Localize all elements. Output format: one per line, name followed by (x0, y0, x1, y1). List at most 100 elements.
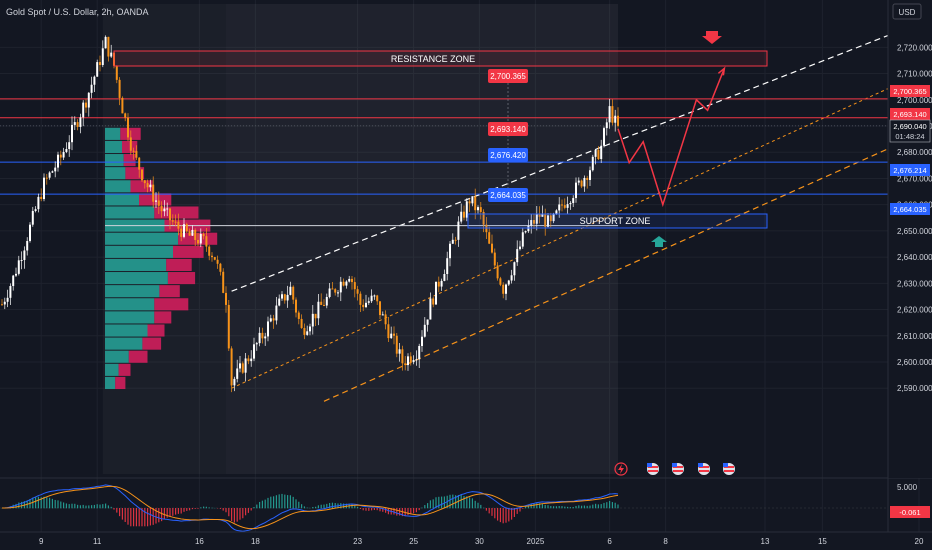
candle-body (435, 281, 437, 305)
candle-body (320, 301, 323, 305)
support-zone-label: SUPPORT ZONE (580, 216, 651, 226)
candle-body (519, 246, 521, 250)
oscillator-histogram-bar (15, 503, 17, 509)
oscillator-histogram-bar (46, 497, 48, 509)
axis-badge-2693: 2,693.140 (890, 108, 930, 120)
flag-us-icon[interactable] (698, 463, 710, 475)
oscillator-histogram-bar (261, 500, 263, 509)
candle-body (491, 243, 493, 253)
flag-us-icon[interactable] (723, 463, 735, 475)
candle-body (295, 299, 297, 313)
candle-body (429, 298, 432, 320)
candle-body (15, 273, 17, 276)
candle-body (129, 137, 132, 151)
oscillator-histogram-bar (267, 497, 269, 509)
resistance-zone-box[interactable] (113, 50, 768, 67)
price-scale[interactable] (888, 0, 932, 478)
resistance-zone-label: RESISTANCE ZONE (391, 54, 475, 64)
candle-body (339, 281, 342, 293)
oscillator-histogram-bar (236, 508, 238, 522)
candle-body (328, 288, 331, 297)
time-axis[interactable] (0, 532, 932, 550)
candle-body (580, 180, 583, 187)
oscillator-histogram-bar (298, 501, 300, 509)
oscillator-histogram-bar (191, 508, 193, 510)
candle-body (281, 294, 283, 299)
price-tag-2693: 2,693.140 (488, 122, 528, 136)
candle-body (211, 255, 213, 258)
oscillator-histogram-bar (306, 507, 308, 509)
candle-body (608, 106, 611, 123)
candle-body (563, 205, 566, 208)
candle-body (82, 102, 85, 118)
oscillator-histogram-bar (99, 504, 101, 509)
oscillator-histogram-bar (65, 503, 67, 509)
oscillator-histogram-bar (264, 499, 266, 509)
volume-profile-down-bar (147, 324, 165, 337)
oscillator-histogram-bar (483, 507, 485, 509)
candle-body (521, 232, 524, 247)
oscillator-histogram-bar (77, 504, 79, 509)
oscillator-histogram-bar (43, 496, 45, 509)
candle-body (269, 318, 272, 322)
oscillator-histogram-bar (270, 496, 272, 509)
zones[interactable]: RESISTANCE ZONE SUPPORT ZONE (113, 50, 768, 229)
lightning-icon[interactable] (614, 462, 628, 476)
oscillator-histogram-bar (242, 508, 244, 519)
price-levels[interactable] (0, 83, 888, 227)
candle-body (244, 358, 247, 373)
forecast-path[interactable] (617, 66, 726, 208)
oscillator-histogram-bar (169, 508, 171, 517)
oscillator-histogram-bar (107, 505, 109, 509)
oscillator-histogram-bar (371, 508, 373, 511)
candle-body (496, 265, 499, 279)
candle-body (124, 113, 127, 118)
candle-body (93, 76, 96, 85)
candle-body (488, 232, 491, 244)
oscillator-histogram-bar (326, 503, 328, 509)
oscillator-histogram-bar (197, 508, 199, 509)
candle-body (479, 207, 482, 212)
time-tick-label: 30 (475, 537, 484, 546)
candle-body (87, 92, 90, 108)
forecast-polyline (617, 68, 726, 208)
candle-body (426, 319, 429, 325)
candle-body (342, 281, 345, 286)
symbol-title[interactable]: Gold Spot / U.S. Dollar, 2h, OANDA (6, 7, 149, 17)
candle-body (309, 326, 311, 332)
oscillator-histogram-bar (469, 497, 471, 509)
candle-body (171, 220, 174, 222)
oscillator-histogram-bar (449, 494, 451, 509)
price-tick-label: 2,670.000 (897, 174, 932, 183)
oscillator-histogram-bar (225, 508, 227, 513)
oscillator-histogram-bar (82, 504, 84, 509)
candle-body (54, 167, 57, 172)
flag-us-icon[interactable] (672, 463, 684, 475)
candle-body (141, 169, 143, 181)
support-zone-box[interactable] (467, 213, 768, 229)
volume-profile-up-bar (105, 258, 167, 272)
candle-body (146, 183, 149, 188)
candle-body (73, 122, 76, 125)
price-tick-label: 2,590.000 (897, 384, 932, 393)
candle-body (205, 236, 208, 247)
candle-body (505, 284, 507, 294)
candle-body (421, 336, 423, 347)
oscillator-histogram-bar (239, 508, 241, 520)
flag-us-icon[interactable] (647, 463, 659, 475)
candle-body (104, 36, 107, 49)
oscillator-histogram-bar (85, 505, 87, 509)
oscillator-histogram-bar (54, 499, 56, 509)
oscillator-histogram-bar (376, 508, 378, 511)
oscillator-histogram-bar (172, 508, 174, 516)
candle-body (188, 231, 191, 236)
oscillator-histogram-bar (57, 500, 59, 509)
currency-button[interactable]: USD (892, 3, 922, 20)
oscillator-histogram-bar (135, 508, 137, 527)
oscillator-histogram-bar (68, 504, 70, 509)
oscillator-histogram-bar (502, 508, 504, 524)
candle-body (510, 275, 513, 281)
axis-badge-2664: 2,664.035 (890, 203, 930, 215)
event-markers[interactable] (614, 462, 735, 476)
